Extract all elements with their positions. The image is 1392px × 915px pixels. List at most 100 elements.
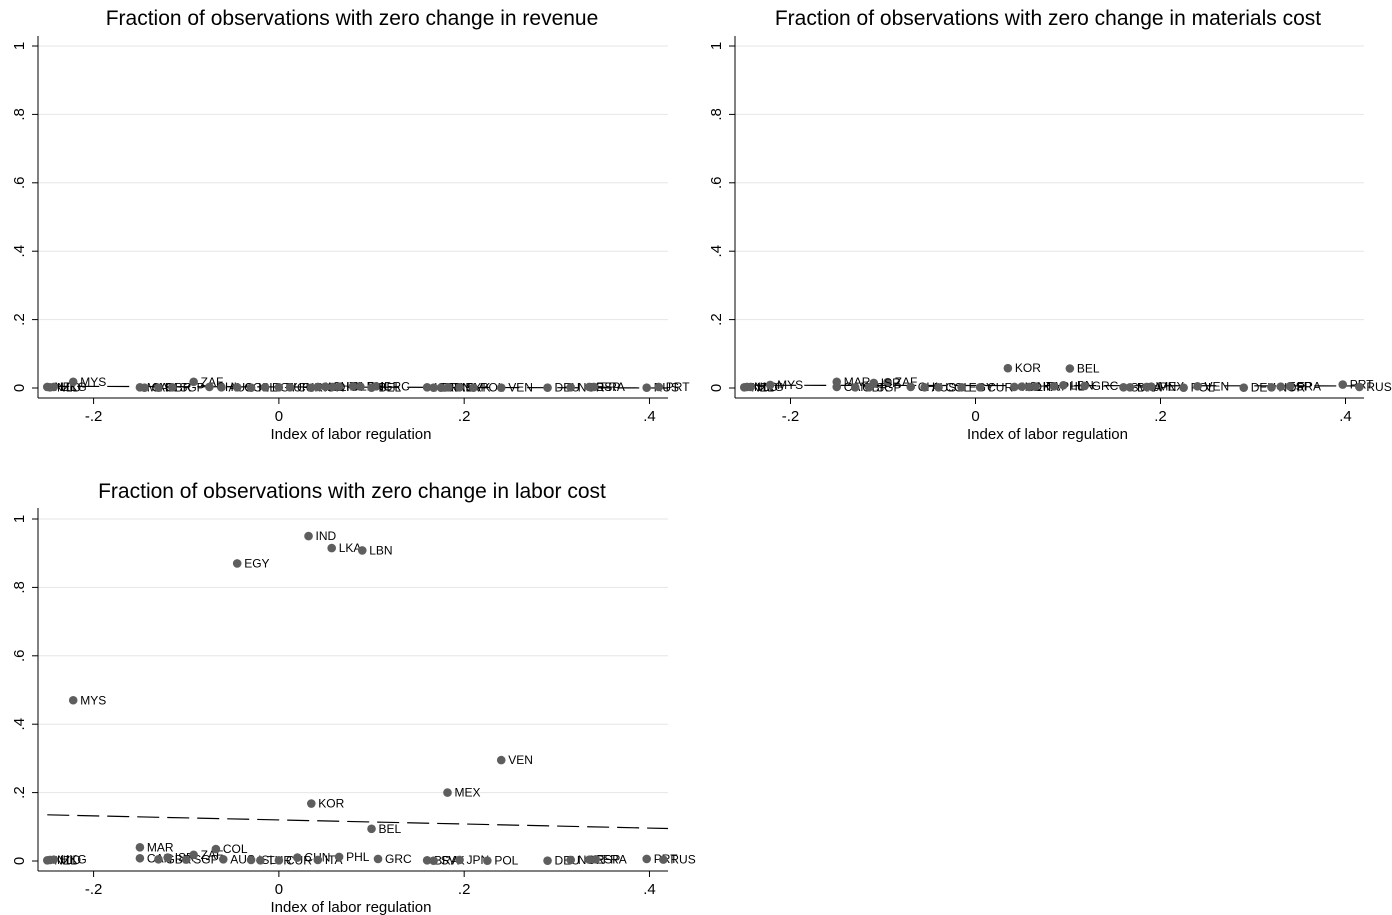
fit-line-group (47, 814, 669, 830)
data-point-svk (1119, 383, 1128, 392)
data-point-svk (455, 383, 464, 392)
point-label-esp: ESP (596, 380, 620, 394)
data-point-grc (373, 854, 383, 864)
point-label-mar: MAR (844, 375, 871, 389)
data-point-gbr (850, 383, 860, 392)
plot-area (38, 508, 668, 871)
point-label-phl: PHL (1061, 379, 1085, 393)
data-point-mex (443, 788, 452, 797)
data-point-aus (920, 383, 929, 392)
y-tick-label: .2 (11, 313, 28, 326)
data-point-rus (1355, 382, 1364, 392)
data-point-ita (334, 382, 344, 391)
data-point-mys (68, 377, 78, 387)
point-label-ven: VEN (1205, 379, 1230, 393)
point-label-mys: MYS (80, 693, 106, 707)
point-label-kor: KOR (1015, 361, 1041, 375)
point-label-ven: VEN (508, 381, 533, 395)
point-label-pol: POL (494, 854, 518, 868)
x-tick-label: -.2 (85, 408, 103, 425)
data-point-hkg (746, 382, 756, 392)
point-label-sgp: SGP (876, 380, 901, 394)
y-tick-label: .4 (11, 245, 28, 258)
point-label-grc: GRC (385, 852, 412, 866)
point-label-nld: NLD (57, 853, 81, 867)
data-point-deu (543, 856, 552, 865)
data-point-kor (307, 799, 316, 808)
data-point-pol (483, 856, 492, 865)
data-point-bel (367, 824, 376, 834)
y-tick-label: .8 (11, 581, 28, 594)
data-point-egy (232, 559, 242, 568)
data-point-nor (566, 855, 576, 865)
point-label-esp: ESP (596, 853, 620, 867)
data-point-gbr (154, 383, 163, 392)
panel-revenue: Fraction of observations with zero chang… (11, 7, 690, 443)
point-label-mys: MYS (777, 378, 803, 392)
point-label-ind: IND (316, 529, 337, 543)
axes: 0 .2 .4 .6 .8 1 -.2 0 .2 .4 (708, 36, 1364, 425)
point-label-lka: LKA (339, 541, 362, 555)
gridlines (38, 518, 668, 794)
data-point-mys (68, 695, 78, 705)
data-point-lka (327, 543, 336, 553)
point-label-bel: BEL (379, 381, 402, 395)
point-label-fra: FRA (603, 852, 627, 866)
y-tick-label: 1 (11, 42, 28, 50)
point-label-fra: FRA (601, 380, 625, 394)
data-point-kor (307, 383, 316, 392)
data-point-mex (1146, 382, 1156, 391)
y-tick-label: .8 (11, 108, 28, 121)
point-label-hkg: HKG (61, 853, 87, 867)
data-point-cur (285, 383, 295, 392)
data-point-nor (566, 383, 576, 392)
point-label-mex: MEX (455, 786, 481, 800)
data-point-cur (274, 856, 284, 865)
data-points: NZLNLDHKGMYSMARCANGBRISRSGPZAFCOLEGYAUSI… (42, 529, 696, 868)
data-point-deu (1239, 383, 1249, 392)
data-point-chn (1017, 382, 1027, 391)
data-point-fra (591, 854, 601, 864)
y-tick-label: .6 (708, 177, 725, 190)
chart-title: Fraction of observations with zero chang… (106, 7, 599, 30)
data-point-chl (205, 382, 214, 392)
data-point-tur (274, 383, 284, 392)
plot-area (38, 36, 668, 398)
fit-line (47, 814, 669, 830)
x-axis-label: Index of labor regulation (967, 426, 1128, 443)
y-tick-label: 0 (11, 857, 28, 865)
data-point-col (232, 383, 242, 392)
y-tick-label: 0 (11, 384, 28, 392)
point-label-jpn: JPN (1154, 380, 1177, 394)
x-tick-label: .2 (1154, 408, 1167, 425)
y-tick-label: .6 (11, 650, 28, 663)
data-point-hkg (49, 382, 59, 392)
y-tick-label: .2 (11, 786, 28, 799)
data-point-pol (1179, 383, 1188, 392)
x-tick-label: .4 (643, 881, 656, 898)
point-label-nzl: NZL (54, 853, 77, 867)
data-point-ven (496, 755, 506, 765)
x-tick-label: .4 (643, 408, 656, 425)
data-point-rus (642, 383, 651, 392)
data-point-aus (217, 383, 226, 392)
data-point-mys (765, 380, 775, 390)
data-point-can (140, 383, 149, 392)
data-point-ind (313, 382, 323, 392)
point-label-grc: GRC (1092, 379, 1119, 393)
chart-title: Fraction of observations with zero chang… (98, 480, 606, 503)
data-point-pol (469, 383, 478, 392)
data-point-ita (313, 855, 323, 865)
x-tick-label: 0 (275, 408, 283, 425)
data-point-bel (1065, 364, 1075, 373)
data-point-esp (1276, 382, 1286, 391)
point-label-hkg: HKG (61, 380, 87, 394)
data-point-ven (496, 383, 506, 392)
data-point-sgp (168, 383, 177, 392)
gridlines (38, 45, 668, 321)
data-point-lka (328, 382, 337, 392)
data-point-ind (1010, 382, 1019, 392)
data-point-aus (218, 854, 228, 864)
data-point-prt (642, 854, 651, 864)
